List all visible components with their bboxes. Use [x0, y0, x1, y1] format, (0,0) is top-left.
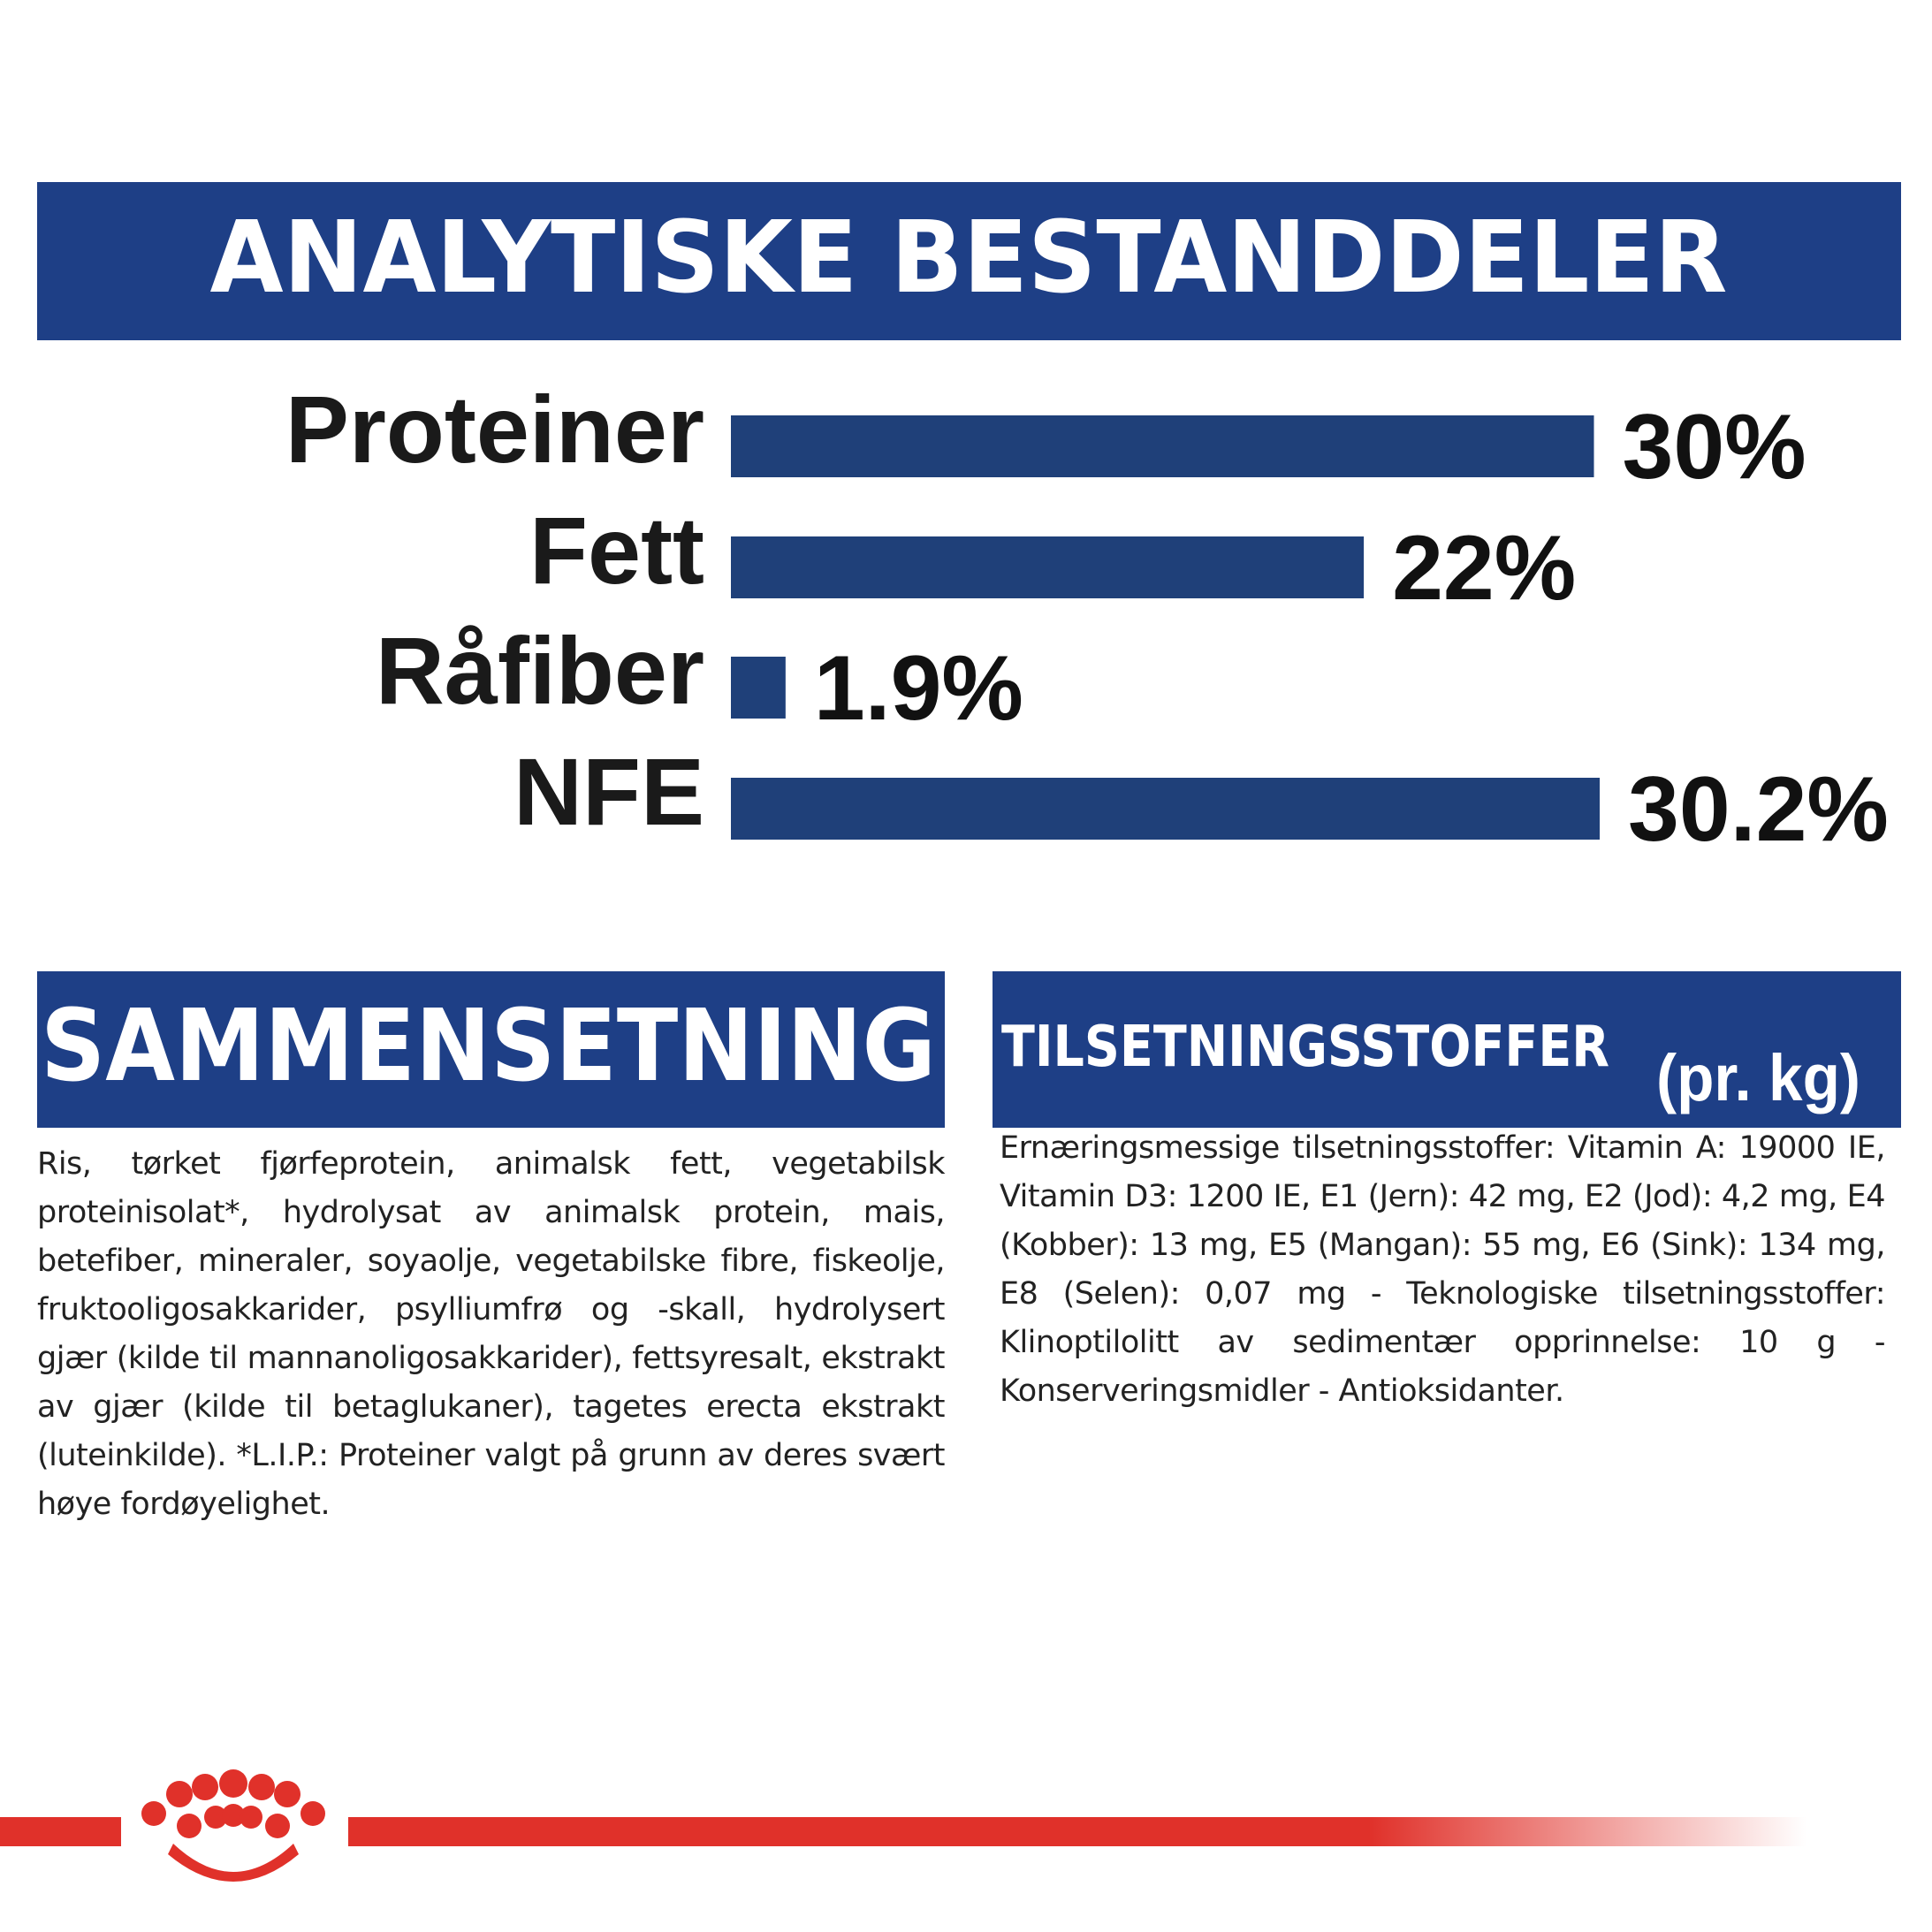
category-label: Proteiner — [285, 376, 704, 483]
bar — [731, 778, 1600, 840]
category-label: NFE — [513, 738, 704, 845]
additives-unit: (pr. kg) — [1656, 1041, 1860, 1114]
additives-text: Ernæringsmessige tilsetningsstoffer: Vit… — [1000, 1130, 1886, 1409]
composition-banner — [37, 971, 945, 1128]
value-label: 22% — [1392, 517, 1576, 620]
value-label: 1.9% — [814, 637, 1023, 740]
bar — [731, 415, 1594, 477]
category-label: Fett — [529, 497, 704, 604]
footer-line — [0, 1817, 121, 1846]
additives-title: TILSETNINGSSTOFFER — [1001, 1015, 1609, 1080]
logo — [141, 1769, 325, 1882]
bar — [731, 657, 786, 719]
category-label: Råfiber — [376, 617, 704, 724]
chart-title: ANALYTISKE BESTANDDELER — [210, 201, 1728, 316]
title-banner — [37, 182, 1901, 340]
composition-title: SAMMENSETNING — [41, 989, 936, 1104]
footer-line — [348, 1817, 1806, 1846]
footer-band — [0, 1769, 1806, 1882]
composition-text: Ris, tørket fjørfeprotein, animalsk fett… — [37, 1146, 946, 1522]
bar — [731, 536, 1365, 598]
additives-banner — [993, 971, 1901, 1128]
value-label: 30% — [1622, 396, 1806, 498]
value-label: 30.2% — [1628, 758, 1889, 861]
